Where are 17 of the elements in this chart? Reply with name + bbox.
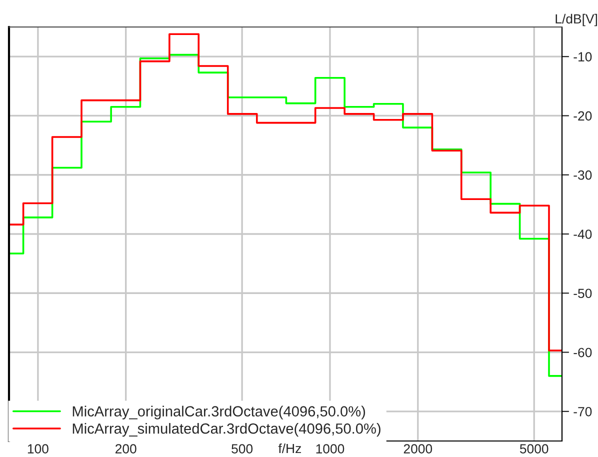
x-tick-label: 2000 xyxy=(404,444,432,454)
x-tick-label: 200 xyxy=(116,444,136,454)
x-axis-title: f/Hz xyxy=(278,443,301,454)
legend-label: MicArray_originalCar.3rdOctave(4096,50.0%) xyxy=(72,406,366,420)
x-tick-label: 500 xyxy=(232,444,253,454)
x-tick-label: 5000 xyxy=(520,444,548,454)
y-tick-label: -70 xyxy=(574,406,592,416)
y-tick-label: -60 xyxy=(574,348,592,358)
y-tick-label: -10 xyxy=(574,52,592,62)
y-tick-label: -20 xyxy=(574,111,592,121)
legend-label: MicArray_simulatedCar.3rdOctave(4096,50.0%) xyxy=(72,423,380,437)
y-tick-label: -30 xyxy=(574,170,592,180)
y-tick-label: -40 xyxy=(574,230,592,239)
y-tick-label: -50 xyxy=(574,288,592,298)
y-axis-title: L/dB[V] xyxy=(556,14,598,26)
x-tick-label: 100 xyxy=(28,444,48,454)
x-tick-label: 1000 xyxy=(316,444,344,454)
